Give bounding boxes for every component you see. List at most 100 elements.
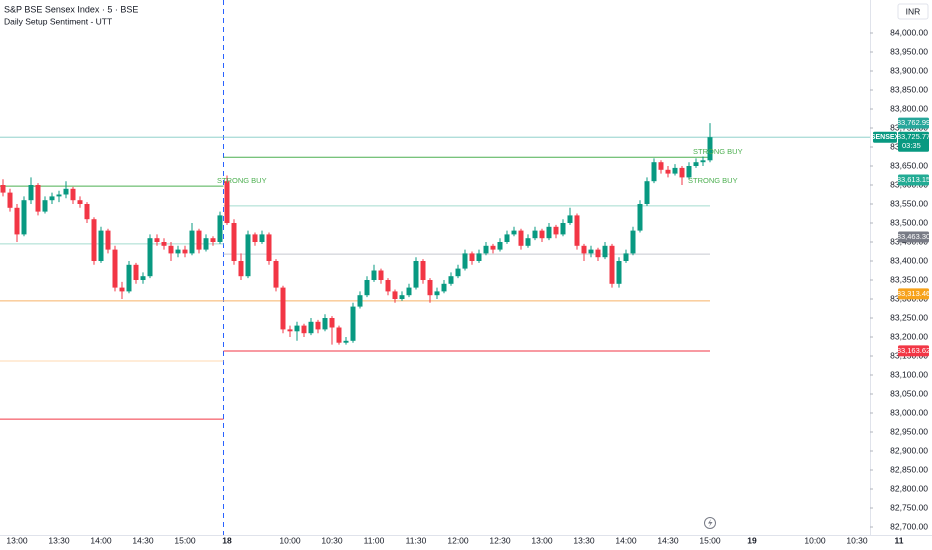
candle-body [581, 245, 587, 254]
symbol-box [873, 131, 897, 143]
candle-body [371, 270, 377, 280]
y-tick-label: 83,500.00 [890, 217, 928, 227]
candle-body [147, 238, 153, 277]
x-tick-label: 13:00 [531, 535, 553, 545]
last-price-label: 83,725.77 [897, 132, 930, 141]
candle-body [399, 295, 405, 299]
y-tick-label: 83,850.00 [890, 84, 928, 94]
candle-body [245, 234, 251, 277]
candle-body [602, 245, 608, 258]
candle-body [14, 207, 20, 235]
x-tick-label: 10:00 [804, 535, 826, 545]
x-tick-label: 19 [747, 535, 757, 545]
y-tick-label: 82,850.00 [890, 464, 928, 474]
x-tick-label: 14:30 [132, 535, 154, 545]
x-tick-label: 10:30 [846, 535, 868, 545]
candle-body [546, 226, 552, 239]
live-icon-circle[interactable] [704, 517, 716, 529]
currency-box[interactable] [897, 3, 929, 20]
candle-body [231, 223, 237, 261]
candle-body [49, 196, 55, 201]
candle-body [700, 160, 706, 163]
candle-body [518, 230, 524, 246]
candle-body [707, 137, 713, 161]
price-label-box [898, 174, 929, 186]
y-tick-label: 82,900.00 [890, 445, 928, 455]
price-label-box [898, 288, 929, 300]
candle-body [665, 169, 671, 174]
x-tick-label: 13:00 [6, 535, 28, 545]
candle-body [413, 261, 419, 288]
candle-body [532, 230, 538, 239]
candle-body [189, 230, 195, 254]
candle-body [266, 234, 272, 261]
x-tick-label: 12:00 [447, 535, 469, 545]
price-label-box [898, 345, 929, 357]
candle-body [357, 295, 363, 307]
candle-body [322, 318, 328, 330]
x-tick-label: 14:00 [90, 535, 112, 545]
candle-body [217, 215, 223, 242]
candle-body [616, 261, 622, 284]
candle-body [623, 253, 629, 261]
candle-body [287, 329, 293, 332]
x-tick-label: 15:00 [699, 535, 721, 545]
candle-body [28, 185, 34, 201]
x-tick-label: 14:30 [657, 535, 679, 545]
annotation: STRONG BUY [693, 147, 743, 156]
candle-body [385, 280, 391, 292]
candle-body [126, 264, 132, 292]
candle-body [112, 249, 118, 288]
candle-body [504, 234, 510, 242]
x-tick-label: 11:00 [364, 535, 385, 545]
candle-body [525, 238, 531, 246]
currency-label[interactable]: INR [906, 6, 921, 16]
live-icon-bolt[interactable] [708, 519, 713, 527]
candle-body [427, 280, 433, 296]
candle-body [280, 287, 286, 330]
candle-body [154, 238, 160, 242]
candle-body [315, 321, 321, 330]
candle-body [420, 261, 426, 280]
x-tick-label: 11 [895, 535, 904, 545]
candle-body [378, 270, 384, 280]
candle-body [609, 245, 615, 284]
x-tick-label: 13:30 [573, 535, 595, 545]
candle-body [294, 325, 300, 332]
candle-body [588, 249, 594, 254]
x-tick-label: 13:30 [48, 535, 70, 545]
candle-body [77, 200, 83, 204]
candle-body [455, 268, 461, 277]
candle-body [539, 230, 545, 239]
candle-body [210, 238, 216, 242]
y-tick-label: 83,650.00 [890, 160, 928, 170]
candle-body [21, 200, 27, 235]
price-label: 83,463.30 [897, 232, 930, 241]
price-label-box [898, 231, 929, 243]
candle-body [483, 245, 489, 254]
candle-body [203, 238, 209, 250]
price-label-box [898, 117, 929, 129]
x-tick-label: 15:00 [174, 535, 196, 545]
candle-body [308, 321, 314, 334]
live-icon[interactable] [704, 517, 716, 529]
y-tick-label: 82,800.00 [890, 483, 928, 493]
candle-body [364, 280, 370, 296]
y-tick-label: 83,900.00 [890, 65, 928, 75]
candle-body [0, 185, 6, 193]
price-label: 83,313.46 [897, 289, 930, 298]
chart-subtitle: Daily Setup Sentiment - UTT [4, 16, 112, 26]
x-tick-label: 14:00 [615, 535, 637, 545]
candle-body [350, 306, 356, 341]
y-tick-label: 83,000.00 [890, 407, 928, 417]
candle-body [441, 283, 447, 292]
countdown-label: 03:35 [902, 141, 921, 150]
candle-body [35, 185, 41, 212]
candle-body [140, 276, 146, 280]
candle-body [448, 276, 454, 284]
candle-body [84, 204, 90, 220]
candle-body [511, 230, 517, 235]
candle-body [105, 230, 111, 250]
candle-body [434, 291, 440, 296]
